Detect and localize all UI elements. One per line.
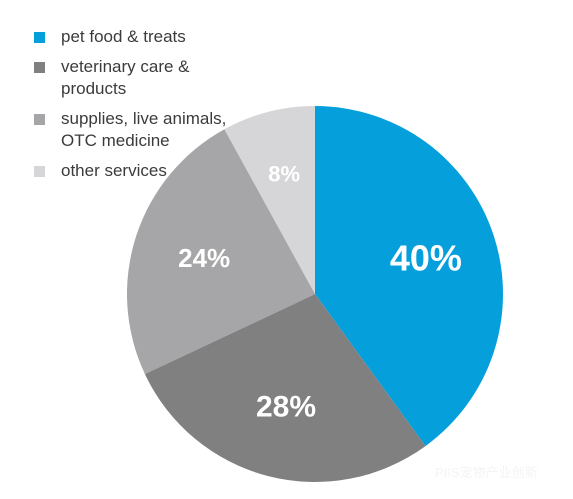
slice-label-veterinary: 28% <box>256 390 316 423</box>
wechat-icon <box>411 463 430 478</box>
legend-item-other-services: other services <box>34 160 244 182</box>
slice-other-services <box>224 106 315 294</box>
legend-item-veterinary: veterinary care & products <box>34 56 244 100</box>
watermark: PIIS宠物产业创新 <box>411 458 538 484</box>
slice-pet-food <box>315 106 503 447</box>
legend-label: veterinary care & products <box>61 57 190 98</box>
legend-item-supplies: supplies, live animals, OTC medicine <box>34 108 244 152</box>
legend-swatch <box>34 114 45 125</box>
legend: pet food & treats veterinary care & prod… <box>34 26 244 190</box>
legend-label: other services <box>61 161 167 180</box>
slice-label-pet-food: 40% <box>390 237 462 278</box>
slice-veterinary <box>144 294 426 482</box>
legend-label: pet food & treats <box>61 27 186 46</box>
legend-swatch <box>34 62 45 73</box>
pie-slices <box>127 106 503 482</box>
slice-label-supplies: 24% <box>178 243 230 273</box>
legend-swatch <box>34 166 45 177</box>
watermark-text: PIIS宠物产业创新 <box>435 464 538 480</box>
legend-item-pet-food: pet food & treats <box>34 26 244 48</box>
pie-labels: 40% 28% 24% 8% <box>178 161 462 423</box>
legend-label: supplies, live animals, OTC medicine <box>61 109 227 150</box>
legend-swatch <box>34 32 45 43</box>
slice-supplies <box>127 129 315 375</box>
slice-label-other-services: 8% <box>268 161 300 186</box>
